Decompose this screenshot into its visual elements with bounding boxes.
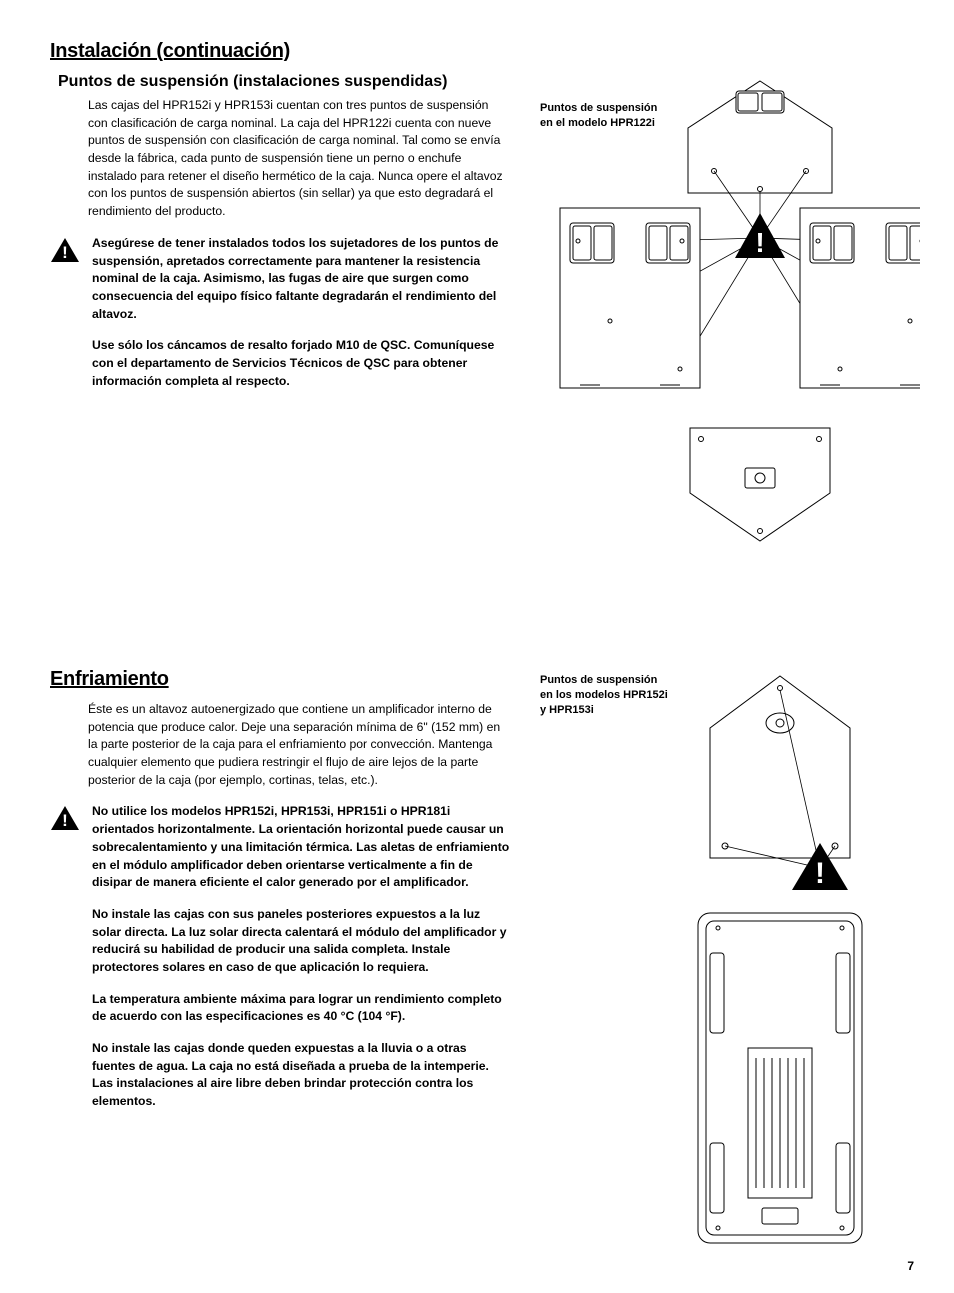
intro-paragraph: Éste es un altavoz autoenergizado que co…	[50, 701, 510, 789]
warning-text-container: Asegúrese de tener instalados todos los …	[92, 235, 510, 391]
right-column: Puntos de suspensión en los modelos HPR1…	[540, 668, 904, 1263]
diagram-hpr122i: !	[540, 73, 920, 548]
warning-icon: !	[50, 803, 80, 1110]
section-heading: Instalación (continuación)	[50, 40, 904, 63]
svg-text:!: !	[62, 243, 68, 262]
warning-text: No utilice los modelos HPR152i, HPR153i,…	[92, 803, 510, 891]
warning-block: ! Asegúrese de tener instalados todos lo…	[50, 235, 510, 391]
two-column-layout: Enfriamiento Éste es un altavoz autoener…	[50, 668, 904, 1263]
section-instalacion: Instalación (continuación) Puntos de sus…	[50, 40, 904, 548]
section-heading: Enfriamiento	[50, 668, 510, 691]
svg-text:!: !	[62, 811, 68, 830]
diagram-hpr152-153: !	[540, 668, 954, 1263]
warning-text: Use sólo los cáncamos de resalto forjado…	[92, 337, 510, 390]
section-enfriamiento: Enfriamiento Éste es un altavoz autoener…	[50, 668, 904, 1263]
warning-text: No instale las cajas donde queden expues…	[92, 1040, 510, 1111]
warning-text: Asegúrese de tener instalados todos los …	[92, 235, 510, 323]
svg-text:!: !	[755, 227, 764, 258]
right-column: Puntos de suspensión en el modelo HPR122…	[540, 73, 920, 548]
left-column: Enfriamiento Éste es un altavoz autoener…	[50, 668, 510, 1263]
warning-text: No instale las cajas con sus paneles pos…	[92, 906, 510, 977]
warning-text: La temperatura ambiente máxima para logr…	[92, 991, 510, 1026]
warning-block: ! No utilice los modelos HPR152i, HPR153…	[50, 803, 510, 1110]
warning-icon: !	[50, 235, 80, 391]
page-number: 7	[907, 1259, 914, 1273]
intro-paragraph: Las cajas del HPR152i y HPR153i cuentan …	[50, 97, 510, 221]
svg-text:!: !	[815, 857, 825, 890]
warning-text-container: No utilice los modelos HPR152i, HPR153i,…	[92, 803, 510, 1110]
left-column: Puntos de suspensión (instalaciones susp…	[50, 73, 510, 548]
two-column-layout: Puntos de suspensión (instalaciones susp…	[50, 73, 904, 548]
sub-heading: Puntos de suspensión (instalaciones susp…	[58, 73, 510, 91]
